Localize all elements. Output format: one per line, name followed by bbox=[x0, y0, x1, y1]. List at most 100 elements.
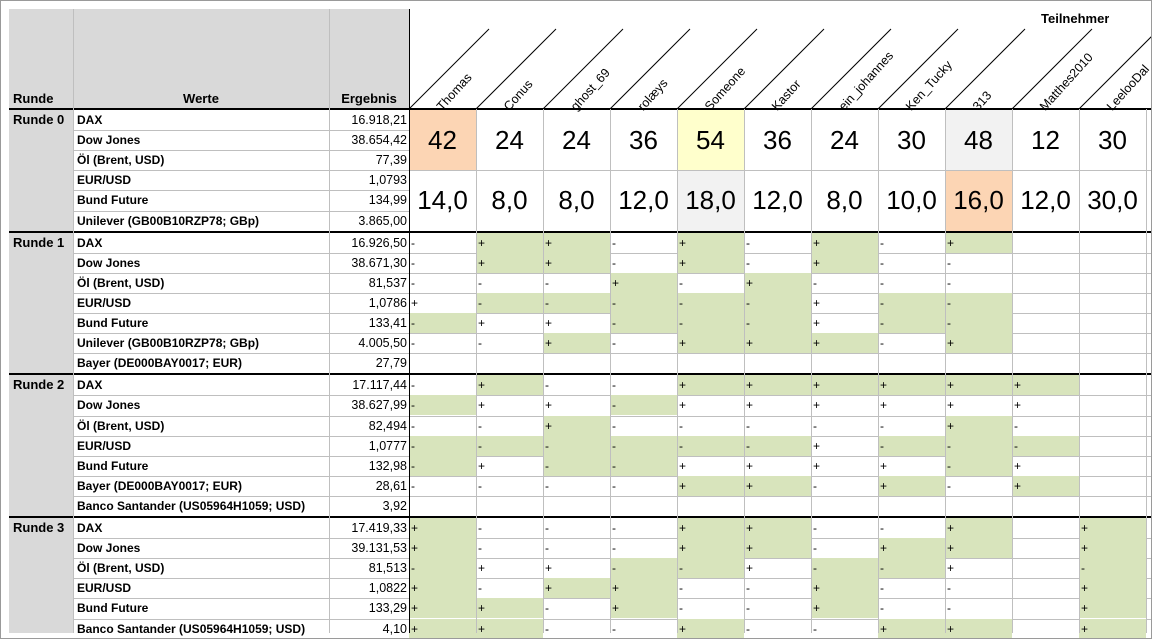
header-ergebnis: Ergebnis bbox=[341, 91, 397, 106]
tip-cell: + bbox=[677, 518, 744, 539]
participant-name: Matthes2010 bbox=[1037, 50, 1096, 114]
tip-cell: - bbox=[478, 581, 482, 596]
tip-cell: - bbox=[612, 521, 616, 535]
grid-line bbox=[73, 190, 409, 192]
tip-cell bbox=[1012, 273, 1079, 293]
asset-name: EUR/USD bbox=[77, 581, 132, 596]
asset-result: 38.671,30 bbox=[351, 255, 407, 270]
tip-cell: + bbox=[811, 578, 878, 599]
tip-cell: + bbox=[543, 252, 610, 273]
asset-result: 1,0786 bbox=[368, 295, 407, 310]
asset-result: 77,39 bbox=[375, 153, 407, 168]
tip-cell: + bbox=[744, 475, 811, 496]
tip-cell: + bbox=[677, 618, 744, 638]
tip-cell bbox=[1012, 253, 1079, 273]
tip-cell: - bbox=[813, 541, 817, 556]
tip-cell: - bbox=[478, 541, 482, 556]
tip-cell: - bbox=[478, 478, 482, 493]
tip-cell bbox=[610, 353, 677, 373]
asset-name: Öl (Brent, USD) bbox=[77, 275, 165, 290]
tip-cell: - bbox=[947, 478, 951, 493]
grid-line bbox=[610, 109, 611, 633]
tip-cell: + bbox=[945, 375, 1012, 396]
participant-factor: 18,0 bbox=[677, 170, 744, 231]
tip-cell: + bbox=[1012, 375, 1079, 396]
round-label: Runde 2 bbox=[13, 377, 65, 393]
tip-cell bbox=[1079, 233, 1146, 253]
tip-cell: + bbox=[545, 316, 553, 330]
tip-cell: + bbox=[677, 333, 744, 354]
asset-name: Unilever (GB00B10RZP78; GBp) bbox=[77, 213, 260, 228]
tip-cell: - bbox=[545, 541, 549, 556]
tip-cell: - bbox=[880, 275, 884, 290]
tip-cell: + bbox=[409, 518, 476, 539]
tip-cell: + bbox=[476, 252, 543, 273]
tip-cell: - bbox=[677, 313, 744, 334]
tip-cell: + bbox=[811, 598, 878, 619]
tip-cell: - bbox=[610, 313, 677, 334]
tip-cell: + bbox=[476, 375, 543, 396]
tip-cell: + bbox=[409, 598, 476, 619]
asset-result: 27,79 bbox=[375, 356, 407, 371]
grid-line bbox=[9, 108, 1151, 110]
tip-cell: - bbox=[947, 601, 951, 616]
tip-cell: + bbox=[610, 598, 677, 619]
grid-line bbox=[73, 475, 1151, 477]
participant-score: 30 bbox=[897, 125, 926, 155]
tip-cell: + bbox=[878, 538, 945, 559]
tip-cell bbox=[1079, 253, 1146, 273]
header-runde: Runde bbox=[13, 91, 54, 106]
grid-line bbox=[73, 333, 1151, 335]
tip-cell: - bbox=[545, 275, 549, 290]
tip-cell: - bbox=[543, 292, 610, 313]
asset-name: Bund Future bbox=[77, 458, 149, 473]
tip-cell: - bbox=[545, 601, 549, 616]
tip-cell: - bbox=[746, 418, 750, 433]
participant-name: ein_johannes bbox=[836, 48, 897, 114]
tip-cell: - bbox=[880, 255, 884, 270]
tip-cell bbox=[1079, 333, 1146, 353]
tip-cell: + bbox=[478, 458, 486, 473]
grid-line bbox=[1146, 109, 1147, 633]
asset-result: 82,494 bbox=[368, 418, 407, 433]
asset-name: Unilever (GB00B10RZP78; GBp) bbox=[77, 336, 260, 351]
tip-cell: + bbox=[947, 561, 955, 576]
tip-cell: + bbox=[945, 618, 1012, 638]
rounds-label-column bbox=[9, 109, 73, 633]
tip-cell: - bbox=[612, 541, 616, 556]
grid-line bbox=[73, 252, 1151, 254]
tip-cell: - bbox=[679, 275, 683, 290]
tip-cell bbox=[1079, 496, 1146, 516]
participant-factor: 8,0 bbox=[558, 185, 595, 216]
tip-cell: + bbox=[947, 398, 955, 413]
tip-cell: - bbox=[947, 255, 951, 270]
tip-cell: - bbox=[813, 521, 817, 535]
asset-result: 3.865,00 bbox=[358, 213, 407, 228]
tip-cell bbox=[1012, 496, 1079, 516]
tip-cell: + bbox=[545, 398, 553, 413]
tip-cell: - bbox=[411, 336, 415, 351]
tip-cell: + bbox=[945, 415, 1012, 436]
round-label: Runde 1 bbox=[13, 234, 65, 250]
tip-cell: - bbox=[411, 418, 415, 433]
tip-cell: - bbox=[1014, 418, 1018, 433]
asset-name: DAX bbox=[77, 378, 103, 393]
tip-cell: - bbox=[878, 313, 945, 334]
header-ergebnis-cell bbox=[329, 9, 409, 109]
tip-cell: - bbox=[478, 275, 482, 290]
tip-cell: + bbox=[1079, 518, 1146, 539]
grid-line bbox=[945, 109, 946, 633]
participant-score: 24 bbox=[495, 125, 524, 155]
grid-line bbox=[73, 353, 1151, 355]
tip-cell: + bbox=[1014, 458, 1022, 473]
grid-line bbox=[9, 230, 1151, 233]
tip-cell: - bbox=[409, 435, 476, 456]
grid-line bbox=[744, 109, 745, 633]
round-label: Runde 3 bbox=[13, 520, 65, 535]
grid-line bbox=[73, 618, 1151, 620]
tip-cell bbox=[1079, 476, 1146, 496]
tip-cell bbox=[1079, 416, 1146, 436]
tip-cell bbox=[409, 353, 476, 373]
grid-line bbox=[9, 373, 1151, 376]
tip-cell: - bbox=[744, 313, 811, 334]
